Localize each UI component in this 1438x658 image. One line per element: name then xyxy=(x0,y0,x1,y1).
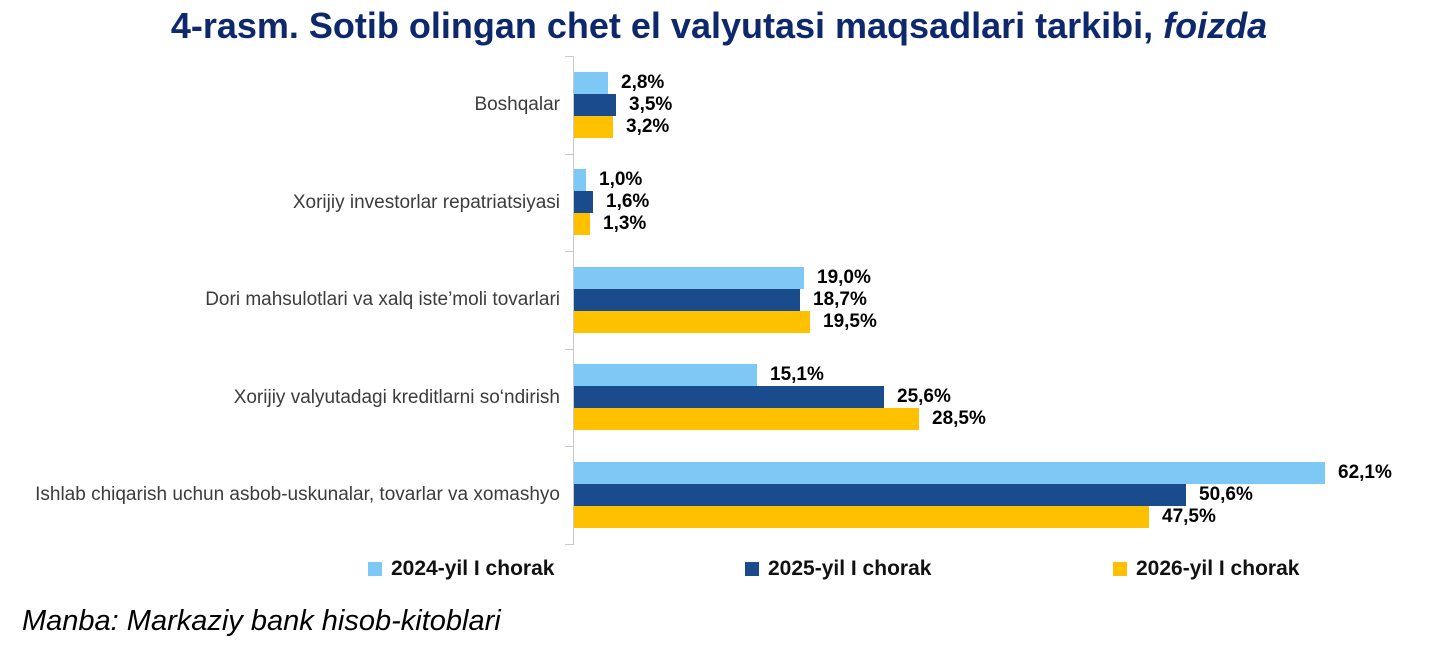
bar-value-label: 50,6% xyxy=(1199,484,1253,505)
legend-item: 2025-yil I chorak xyxy=(745,557,931,581)
legend-label: 2025-yil I chorak xyxy=(768,557,932,580)
bar-value-label: 15,1% xyxy=(770,364,824,385)
bar-value-label: 1,6% xyxy=(606,191,650,212)
bar xyxy=(574,311,810,333)
bar-value-label: 19,5% xyxy=(823,311,877,332)
category-label: Ishlab chiqarish uchun asbob-uskunalar, … xyxy=(35,484,560,505)
axis-tick xyxy=(565,56,574,57)
chart-title: 4-rasm. Sotib olingan chet el valyutasi … xyxy=(0,5,1438,46)
bar-value-label: 62,1% xyxy=(1338,462,1392,483)
source-note: Manba: Markaziy bank hisob-kitoblari xyxy=(22,605,501,637)
legend-item: 2026-yil I chorak xyxy=(1113,557,1299,581)
category-label: Xorijiy investorlar repatriatsiyasi xyxy=(292,192,560,213)
bar-value-label: 1,3% xyxy=(603,213,647,234)
bar xyxy=(574,289,800,311)
bar-value-label: 1,0% xyxy=(599,169,643,190)
axis-tick xyxy=(565,251,574,252)
category-label: Dori mahsulotlari va xalq iste’moli tova… xyxy=(205,289,560,310)
chart-title-text: 4-rasm. Sotib olingan chet el valyutasi … xyxy=(170,5,1154,46)
legend-swatch xyxy=(745,562,759,576)
axis-tick xyxy=(565,154,574,155)
bar-value-label: 3,5% xyxy=(629,94,673,115)
axis-tick xyxy=(565,446,574,447)
bar xyxy=(574,484,1186,506)
bar xyxy=(574,408,919,430)
category-label: Xorijiy valyutadagi kreditlarni so‘ndiri… xyxy=(233,387,560,408)
bar xyxy=(574,267,804,289)
bar xyxy=(574,506,1149,528)
bar xyxy=(574,213,590,235)
bar-value-label: 19,0% xyxy=(817,267,871,288)
bar xyxy=(574,72,608,94)
y-axis-line xyxy=(573,56,574,544)
legend-label: 2024-yil I chorak xyxy=(391,557,555,580)
axis-tick xyxy=(565,349,574,350)
bar-value-label: 28,5% xyxy=(932,408,986,429)
legend-label: 2026-yil I chorak xyxy=(1136,557,1300,580)
bar-value-label: 47,5% xyxy=(1162,506,1216,527)
bar xyxy=(574,116,613,138)
bar xyxy=(574,364,757,386)
bar xyxy=(574,169,586,191)
bar-value-label: 18,7% xyxy=(813,289,867,310)
bar xyxy=(574,386,884,408)
legend-item: 2024-yil I chorak xyxy=(368,557,554,581)
bar xyxy=(574,462,1325,484)
chart-title-unit: foizda xyxy=(1163,5,1268,46)
axis-tick xyxy=(565,544,574,545)
bar-value-label: 3,2% xyxy=(626,116,670,137)
chart-legend: 2024-yil I chorak 2025-yil I chorak 2026-y… xyxy=(0,557,1438,591)
category-label: Boshqalar xyxy=(474,94,560,115)
legend-swatch xyxy=(368,562,382,576)
bar xyxy=(574,191,593,213)
bar-value-label: 2,8% xyxy=(621,72,665,93)
legend-swatch xyxy=(1113,562,1127,576)
bar xyxy=(574,94,616,116)
bar-value-label: 25,6% xyxy=(897,386,951,407)
